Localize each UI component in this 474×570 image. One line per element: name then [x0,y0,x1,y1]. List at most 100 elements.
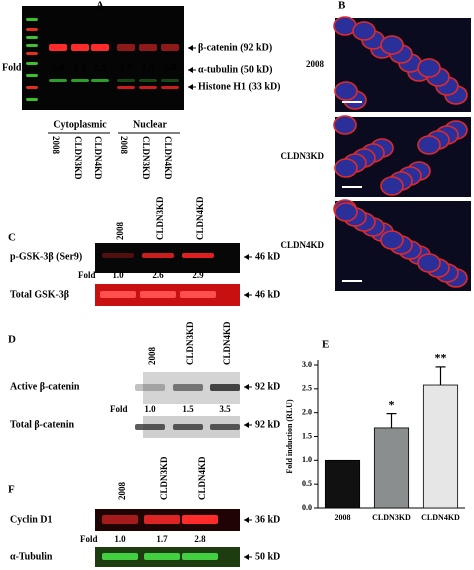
lane-label: 2008 [147,347,157,366]
arrow-head [244,384,249,390]
lane-label: CLDN4KD [163,136,173,180]
band [139,86,157,89]
fraction-label: Cytoplasmic [53,119,107,130]
band [26,74,38,77]
fold-value: 1.5 [142,62,155,73]
band [26,52,38,55]
panel-label: A [96,0,104,12]
panel-label: B [338,0,346,12]
cell [380,230,404,250]
fold-value: 1.5 [182,404,194,414]
band [117,79,135,82]
lane-label: CLDN3KD [155,196,165,240]
fold-value: 2.0 [164,62,177,73]
band [182,253,214,258]
fold-value: 2.9 [192,270,204,280]
band [26,86,38,89]
band [26,18,38,21]
y-tick-label: 0.0 [302,503,312,512]
band [210,424,240,430]
cell [333,115,357,135]
band [182,553,218,560]
band [91,44,109,51]
cell [417,135,441,155]
size-label: 36 kD [255,514,280,525]
band [100,291,136,298]
size-label: 92 kD [255,419,280,430]
band [139,79,157,82]
bar [422,384,459,509]
lane-label: 2008 [119,136,129,155]
x-tick-label: CLDN4KD [421,513,460,522]
band [173,424,203,430]
lane-label: CLDN3KD [159,456,169,500]
panel-label: E [322,339,329,351]
cell [334,81,358,101]
y-tick-label: 1.0 [302,455,312,464]
band [140,291,176,298]
lane-label: CLDN3KD [185,321,195,365]
fold-label: Fold [110,404,128,414]
y-axis-label: Fold induction (RLU) [285,399,294,474]
arrow-head [244,292,249,298]
panel-label: C [8,232,16,244]
band [182,515,218,524]
lane-label: 2008 [51,136,61,155]
band [71,79,89,82]
lane-label: CLDN4KD [195,196,205,240]
fold-value: 1.0 [52,62,65,73]
band-label: β-catenin (92 kD) [198,42,272,53]
band-label: α-tubulin (50 kD) [198,64,273,75]
fold-value: 1.0 [114,534,126,544]
fold-value: 3.5 [219,404,231,414]
arrow-head [188,84,193,90]
fold-value: 1.7 [156,534,168,544]
cell [352,21,376,41]
lane-label: CLDN4KD [197,456,207,500]
fold-label: Fold [2,62,22,73]
lane-label: 2008 [115,222,125,241]
blot-label: α-Tubulin [10,551,53,562]
band [26,28,38,31]
size-label: 50 kD [255,551,280,562]
panel-label: D [8,334,16,346]
band [26,98,38,101]
y-tick-label: 0.5 [302,479,312,488]
fold-value: 1.0 [112,270,124,280]
significance: * [389,397,395,411]
cell [334,158,358,178]
cell [417,58,441,78]
x-tick-label: CLDN3KD [372,513,411,522]
band [144,515,180,524]
row-label: CLDN4KD [280,240,324,250]
band [102,553,138,560]
blot-a [22,6,184,110]
arrow-head [244,254,249,260]
cell [334,202,358,222]
band [71,44,89,51]
band [91,79,109,82]
y-tick-label: 2.5 [302,384,312,393]
arrow-head [244,554,249,560]
fold-value: 2.6 [152,270,164,280]
size-label: 46 kD [255,289,280,300]
bar [373,427,410,509]
band [49,79,67,82]
bar [324,459,361,509]
fold-value: 1.0 [144,404,156,414]
row-label: CLDN3KD [280,151,324,161]
band [135,424,165,430]
lane-label: CLDN3KD [73,136,83,180]
arrow-head [244,517,249,523]
blot-label: Active β-catenin [10,381,80,392]
arrow-head [188,67,193,73]
fold-value: 1.1 [74,62,87,73]
band [117,44,135,51]
band [210,384,240,391]
lane-label: CLDN3KD [141,136,151,180]
significance: ** [435,351,447,365]
fold-value: 2.8 [194,534,206,544]
lane-label: CLDN4KD [222,321,232,365]
size-label: 46 kD [255,251,280,262]
blot-label: Total β-catenin [10,419,75,430]
